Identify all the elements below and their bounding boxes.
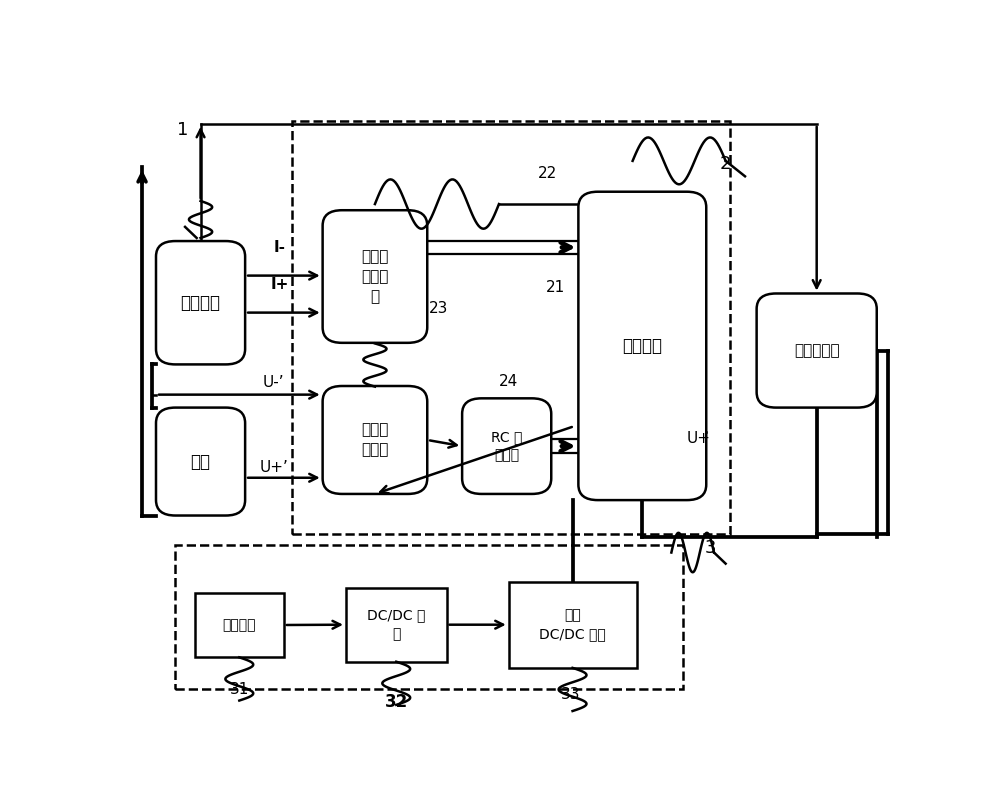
Text: I-: I-	[274, 239, 286, 255]
Bar	[509, 582, 637, 668]
Text: 3: 3	[704, 538, 716, 557]
Text: 22: 22	[538, 166, 557, 181]
FancyBboxPatch shape	[323, 386, 427, 494]
Text: U-’: U-’	[263, 376, 285, 390]
Text: 1: 1	[177, 121, 189, 139]
FancyBboxPatch shape	[156, 408, 245, 516]
Text: 2: 2	[720, 155, 731, 173]
Bar	[346, 588, 447, 662]
Text: 隔离
DC/DC 电路: 隔离 DC/DC 电路	[539, 609, 606, 641]
Text: 31: 31	[230, 682, 249, 697]
Text: U+’: U+’	[259, 460, 288, 475]
Text: 24: 24	[499, 373, 518, 388]
Bar	[175, 545, 683, 690]
Text: DC/DC 电
路: DC/DC 电 路	[367, 609, 425, 641]
Text: I+: I+	[271, 276, 289, 292]
Text: 33: 33	[561, 687, 580, 702]
Text: 直流电源: 直流电源	[223, 618, 256, 632]
Text: 21: 21	[546, 280, 565, 295]
Text: 抗混叠
滤波电
路: 抗混叠 滤波电 路	[361, 249, 389, 304]
Text: 负载: 负载	[191, 453, 211, 470]
Text: U+: U+	[686, 431, 710, 446]
FancyBboxPatch shape	[156, 241, 245, 364]
FancyBboxPatch shape	[578, 191, 706, 500]
Text: 32: 32	[385, 693, 408, 710]
Text: 分压采
样电路: 分压采 样电路	[361, 423, 389, 457]
FancyBboxPatch shape	[757, 293, 877, 408]
FancyBboxPatch shape	[323, 210, 427, 343]
Text: 计量芯片: 计量芯片	[622, 337, 662, 355]
FancyBboxPatch shape	[462, 398, 551, 494]
Text: RC 滤
波电路: RC 滤 波电路	[491, 430, 522, 462]
Text: 直流充电桩: 直流充电桩	[794, 343, 840, 358]
Text: 采样元件: 采样元件	[181, 294, 221, 312]
Bar	[292, 121, 730, 534]
Text: 23: 23	[429, 301, 449, 316]
Bar	[195, 593, 284, 658]
